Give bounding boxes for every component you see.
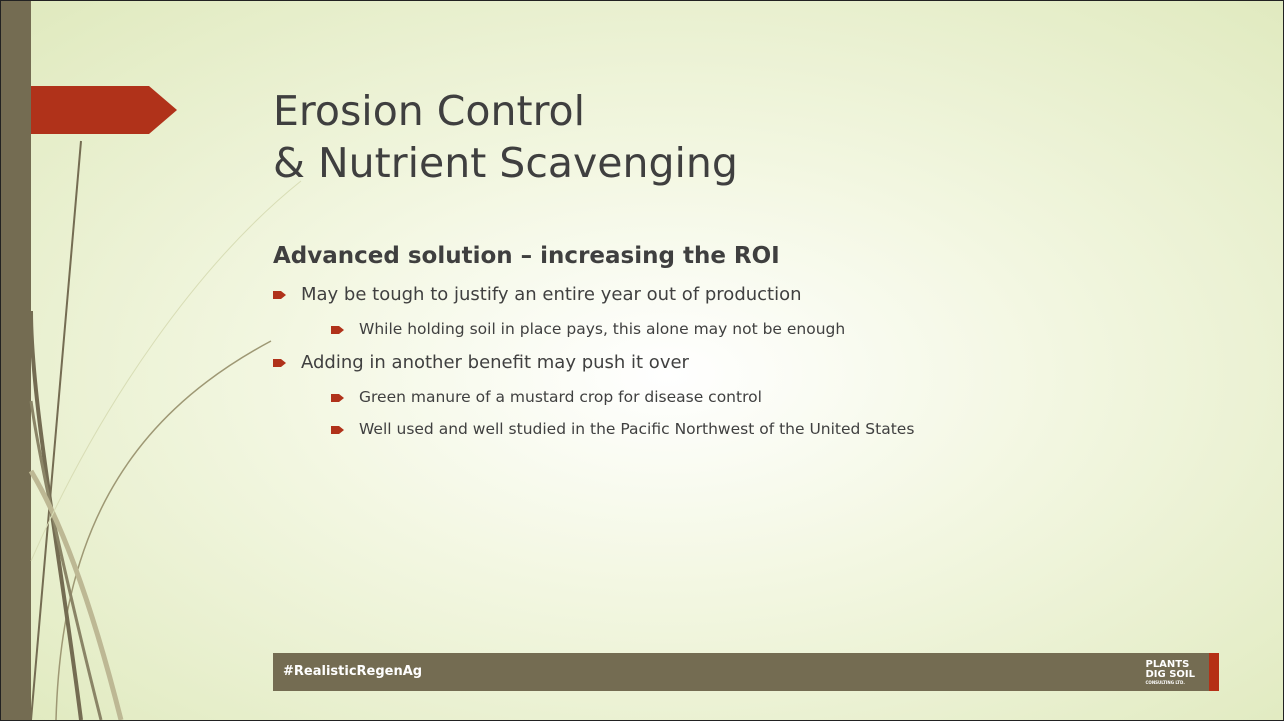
footer-accent xyxy=(1209,653,1219,691)
sub-bullet-text: Well used and well studied in the Pacifi… xyxy=(359,420,914,438)
sub-bullet: Green manure of a mustard crop for disea… xyxy=(331,381,914,413)
hashtag: #RealisticRegenAg xyxy=(283,664,422,679)
logo-text: CONSULTING LTD. xyxy=(1145,680,1195,686)
slide: Erosion Control & Nutrient Scavenging Ad… xyxy=(0,0,1284,721)
footer: #RealisticRegenAg PLANTS DIG SOIL CONSUL… xyxy=(273,653,1209,691)
title-line: Erosion Control xyxy=(273,87,585,135)
bullet: Adding in another benefit may push it ov… xyxy=(273,345,914,445)
bullet: May be tough to justify an entire year o… xyxy=(273,277,914,345)
logo-text: DIG SOIL xyxy=(1145,670,1195,680)
logo: PLANTS DIG SOIL CONSULTING LTD. xyxy=(1145,660,1195,686)
sub-bullet: Well used and well studied in the Pacifi… xyxy=(331,413,914,445)
bullet-marker xyxy=(331,424,345,436)
sub-bullet-text: While holding soil in place pays, this a… xyxy=(359,320,845,338)
sub-list: Green manure of a mustard crop for disea… xyxy=(331,381,914,445)
bullet-marker xyxy=(273,289,287,301)
title-line: & Nutrient Scavenging xyxy=(273,139,738,187)
bullet-list: May be tough to justify an entire year o… xyxy=(273,277,914,445)
subtitle: Advanced solution – increasing the ROI xyxy=(273,243,780,269)
sub-list: While holding soil in place pays, this a… xyxy=(331,313,914,345)
bullet-text: May be tough to justify an entire year o… xyxy=(301,284,802,305)
bullet-marker xyxy=(331,392,345,404)
sub-bullet-text: Green manure of a mustard crop for disea… xyxy=(359,388,762,406)
bullet-marker xyxy=(273,357,287,369)
sub-bullet: While holding soil in place pays, this a… xyxy=(331,313,914,345)
slide-title: Erosion Control & Nutrient Scavenging xyxy=(273,85,738,189)
bullet-marker xyxy=(331,324,345,336)
bullet-text: Adding in another benefit may push it ov… xyxy=(301,352,689,373)
